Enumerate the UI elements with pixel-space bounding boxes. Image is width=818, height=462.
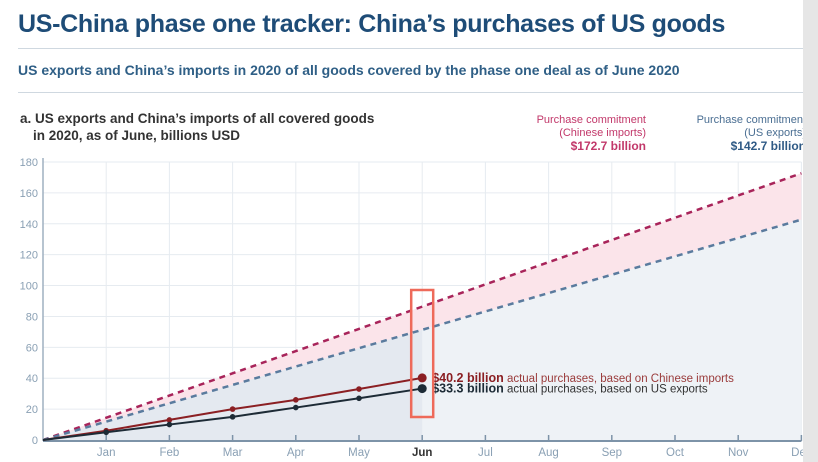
- y-tick-label: 20: [26, 404, 38, 416]
- y-tick-label: 0: [32, 435, 38, 447]
- scrollbar[interactable]: [803, 0, 818, 462]
- series-description: actual purchases, based on Chinese impor…: [504, 373, 734, 385]
- data-point: [356, 386, 362, 392]
- data-point: [229, 406, 236, 412]
- ytd-area: [43, 329, 423, 440]
- x-tick-label: Nov: [728, 447, 749, 459]
- commitment-label-line: Purchase commitment: [536, 114, 646, 126]
- x-tick-label: Jun: [412, 447, 432, 459]
- x-tick-label: Mar: [223, 447, 243, 459]
- series-description: actual purchases, based on US exports: [504, 384, 708, 396]
- data-point: [293, 404, 299, 411]
- commitment-gap-area: [43, 173, 802, 440]
- commitment-label-line: (US exports): [744, 127, 806, 139]
- y-tick-label: 120: [20, 250, 38, 262]
- commitment-label-us-exports: Purchase commitment (US exports) $142.7 …: [697, 114, 806, 154]
- chart-title-line1: a. US exports and China’s imports of all…: [20, 111, 375, 126]
- x-tick-label: Jul: [478, 447, 493, 459]
- x-tick-label: May: [348, 447, 370, 459]
- june-highlight-box: [409, 288, 435, 419]
- subtitle: US exports and China’s imports in 2020 o…: [18, 62, 680, 78]
- data-point: [166, 421, 173, 428]
- y-tick-label: 60: [26, 342, 38, 354]
- x-tick-label: Oct: [666, 447, 685, 459]
- x-tick-label: Apr: [287, 447, 305, 459]
- series-value: $33.3 billion: [432, 382, 504, 396]
- series-label-1: $33.3 billion actual purchases, based on…: [432, 382, 708, 396]
- commitment-label-line: (Chinese imports): [559, 127, 646, 139]
- commitment-value: $172.7 billion: [570, 139, 646, 153]
- x-tick-label: Sep: [602, 447, 622, 459]
- divider: [18, 48, 818, 49]
- data-point: [417, 373, 427, 383]
- x-tick-label: Jan: [97, 447, 116, 459]
- data-point: [417, 384, 427, 394]
- commitment-label-line: Purchase commitment: [696, 114, 806, 126]
- data-point: [293, 397, 299, 403]
- data-point: [103, 429, 109, 436]
- x-tick-label: Aug: [538, 447, 558, 459]
- data-point: [356, 395, 362, 402]
- page-title: US-China phase one tracker: China’s purc…: [18, 10, 726, 38]
- y-tick-label: 40: [26, 373, 38, 385]
- series-value: $40.2 billion: [432, 371, 504, 385]
- data-point: [166, 417, 173, 423]
- y-tick-label: 140: [20, 219, 38, 231]
- y-tick-label: 180: [20, 157, 38, 169]
- x-tick-label: Feb: [159, 447, 179, 459]
- y-tick-label: 160: [20, 188, 38, 200]
- commitment-label-chinese-imports: Purchase commitment (Chinese imports) $1…: [537, 114, 646, 154]
- chart-title-line2: in 2020, as of June, billions USD: [33, 128, 241, 143]
- chart-title: a. US exports and China’s imports of all…: [20, 110, 450, 144]
- commitment-line-0: [42, 172, 802, 442]
- commitment-value: $142.7 billion: [730, 139, 806, 153]
- y-tick-label: 100: [20, 281, 38, 293]
- series-label-0: $40.2 billion actual purchases, based on…: [432, 371, 734, 385]
- divider: [18, 92, 818, 93]
- y-tick-label: 80: [26, 311, 38, 323]
- data-point: [229, 414, 236, 420]
